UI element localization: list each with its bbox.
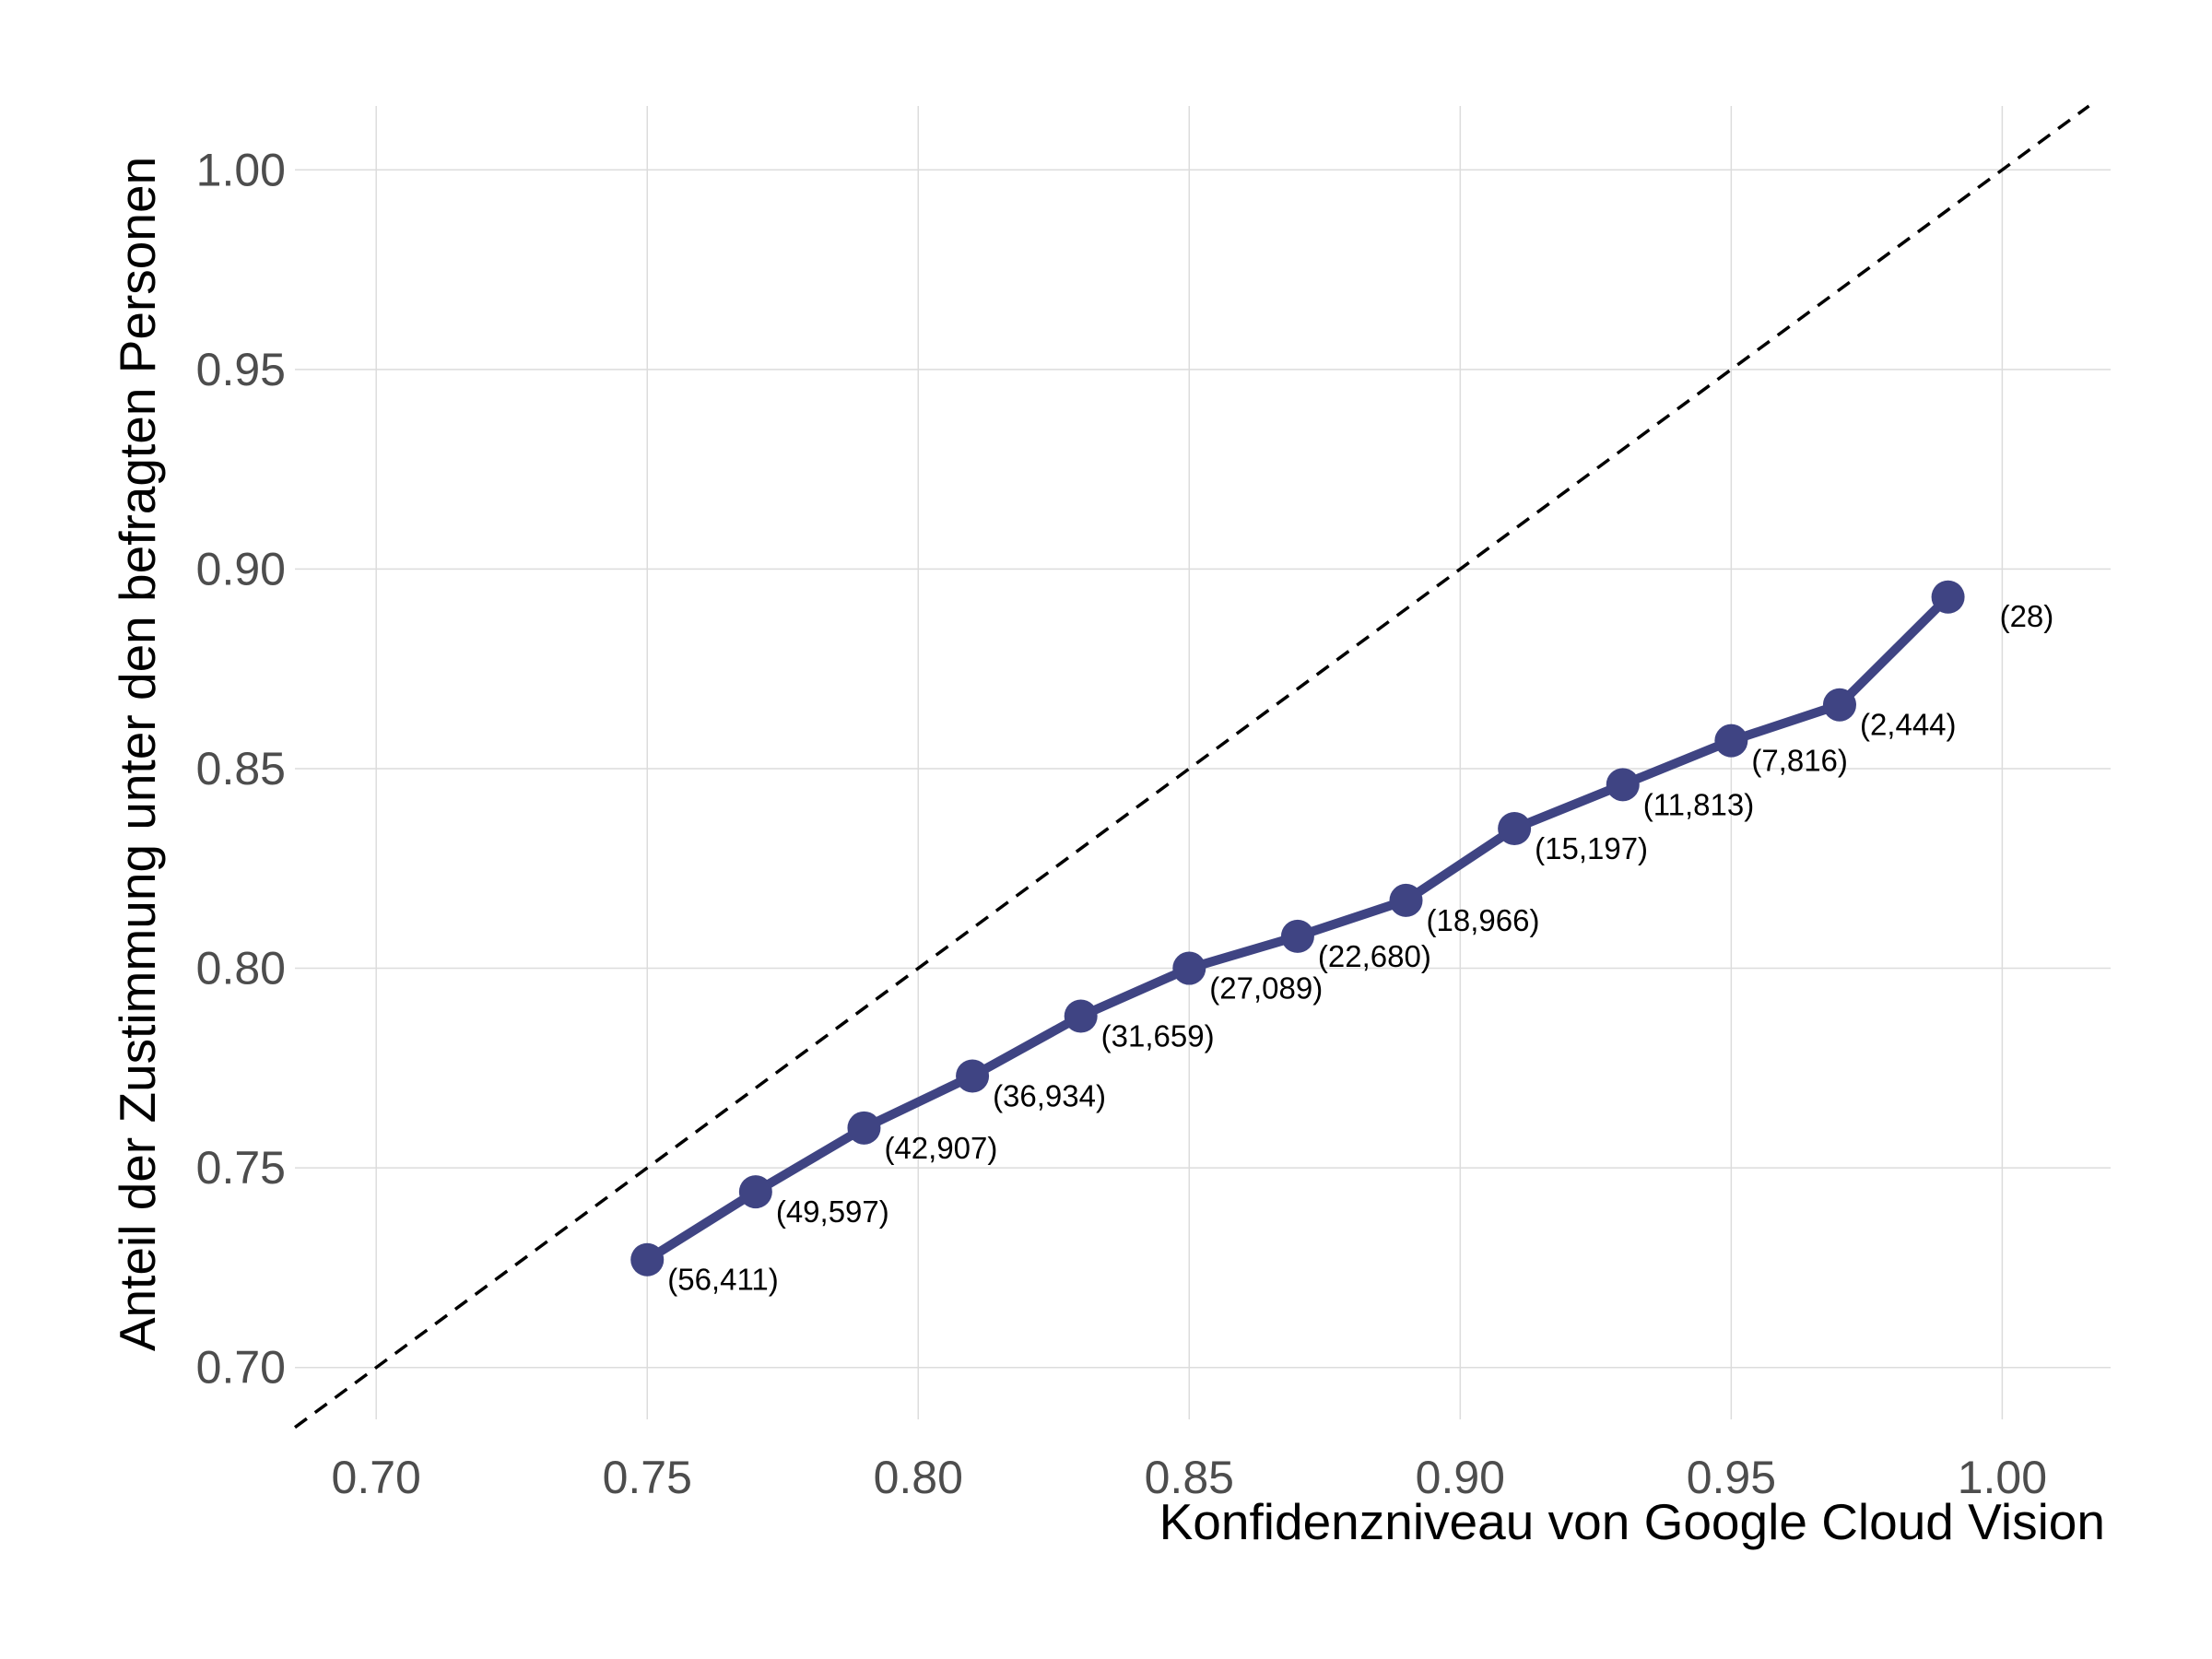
y-axis-title: Anteil der Zustimmung unter den befragte…: [109, 157, 166, 1351]
data-point: [1606, 768, 1640, 802]
data-label: (18,966): [1427, 903, 1540, 937]
data-label: (31,659): [1101, 1019, 1215, 1053]
x-tick-label: 0.80: [874, 1452, 963, 1503]
y-tick-label: 1.00: [196, 144, 286, 195]
data-label: (7,816): [1751, 744, 1848, 778]
data-label: (49,597): [776, 1194, 889, 1229]
data-point: [1931, 580, 1965, 614]
data-point: [1498, 811, 1532, 845]
data-point: [738, 1175, 772, 1209]
data-point: [630, 1242, 665, 1277]
x-tick-label: 0.95: [1687, 1452, 1776, 1503]
y-tick-labels: 0.70 0.75 0.80 0.85 0.90 0.95 1.00: [196, 144, 286, 1393]
data-label: (2,444): [1860, 708, 1957, 742]
data-point: [1822, 688, 1856, 722]
x-tick-label: 1.00: [1958, 1452, 2047, 1503]
y-tick-label: 0.70: [196, 1342, 286, 1394]
x-tick-label: 0.75: [603, 1452, 692, 1503]
x-tick-label: 0.70: [332, 1452, 421, 1503]
x-axis-title: Konfidenzniveau von Google Cloud Vision: [1159, 1493, 2105, 1550]
data-label: (27,089): [1209, 971, 1323, 1006]
y-tick-label: 0.80: [196, 943, 286, 994]
y-tick-label: 0.95: [196, 344, 286, 395]
data-label: (36,934): [993, 1079, 1106, 1113]
y-tick-label: 0.85: [196, 743, 286, 794]
x-tick-label: 0.85: [1145, 1452, 1234, 1503]
data-label: (15,197): [1535, 831, 1648, 865]
data-label: (22,680): [1318, 939, 1431, 973]
data-point: [956, 1059, 990, 1093]
x-tick-labels: 0.70 0.75 0.80 0.85 0.90 0.95 1.00: [332, 1452, 2048, 1503]
data-label: (11,813): [1643, 787, 1754, 821]
y-tick-label: 0.90: [196, 543, 286, 594]
point-labels: (56,411) (49,597) (42,907) (36,934) (31,659)…: [667, 599, 2053, 1297]
x-tick-label: 0.90: [1416, 1452, 1505, 1503]
data-point: [847, 1111, 881, 1145]
y-tick-label: 0.75: [196, 1142, 286, 1194]
data-label: (42,907): [884, 1131, 997, 1165]
data-point: [1714, 724, 1748, 758]
series-group: [630, 580, 1965, 1277]
data-label: (56,411): [667, 1263, 778, 1297]
data-point: [1064, 999, 1098, 1033]
data-label: (28): [2000, 599, 2054, 633]
data-point: [1172, 951, 1206, 985]
grid: [295, 106, 2111, 1419]
data-point: [1280, 919, 1314, 953]
data-point: [1389, 883, 1423, 917]
